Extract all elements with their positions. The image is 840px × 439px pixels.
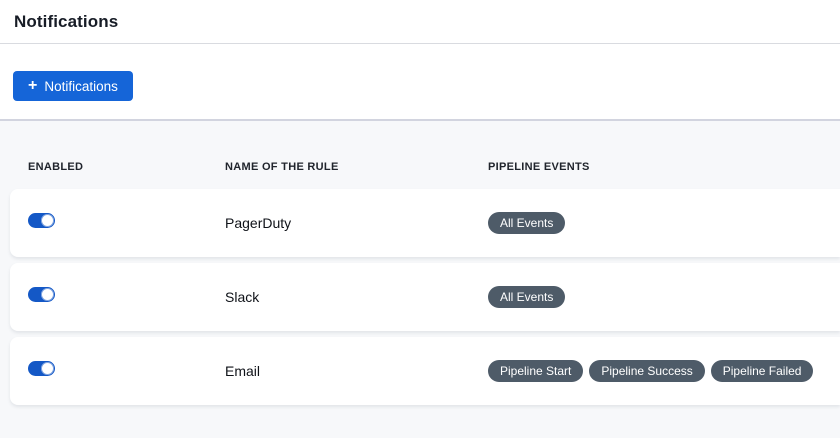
badge-list: All Events xyxy=(488,286,840,308)
add-notifications-button[interactable]: + Notifications xyxy=(13,71,133,101)
pipeline-event-badge: Pipeline Start xyxy=(488,360,584,382)
toolbar: + Notifications xyxy=(0,44,840,119)
badge-list: All Events xyxy=(488,212,840,234)
enabled-toggle[interactable] xyxy=(28,287,55,302)
table-row: Email Pipeline Start Pipeline Success Pipe… xyxy=(10,337,840,405)
pipeline-event-badge: All Events xyxy=(488,212,566,234)
enabled-cell xyxy=(28,361,225,381)
add-notifications-button-label: Notifications xyxy=(44,78,118,94)
pipeline-event-badge: Pipeline Failed xyxy=(710,360,814,382)
pipeline-event-badge: Pipeline Success xyxy=(589,360,705,382)
enabled-cell xyxy=(28,213,225,233)
rule-name: Email xyxy=(225,363,261,379)
toggle-knob-icon xyxy=(41,214,54,227)
page-header: Notifications xyxy=(0,0,840,44)
enabled-toggle[interactable] xyxy=(28,361,55,376)
toggle-knob-icon xyxy=(41,288,54,301)
column-header-pipeline-events: PIPELINE EVENTS xyxy=(488,161,590,173)
table-body: PagerDuty All Events Slack All Events Em… xyxy=(0,189,840,405)
column-header-name: NAME OF THE RULE xyxy=(225,161,339,173)
plus-icon: + xyxy=(28,76,38,94)
toggle-knob-icon xyxy=(41,362,54,375)
badge-list: Pipeline Start Pipeline Success Pipeline F… xyxy=(488,360,840,382)
page-title: Notifications xyxy=(14,12,119,31)
pipeline-event-badge: All Events xyxy=(488,286,566,308)
enabled-cell xyxy=(28,287,225,307)
table-row: Slack All Events xyxy=(10,263,840,331)
enabled-toggle[interactable] xyxy=(28,213,55,228)
table-header-row: ENABLED NAME OF THE RULE PIPELINE EVENTS xyxy=(0,121,840,189)
notifications-table: ENABLED NAME OF THE RULE PIPELINE EVENTS… xyxy=(0,119,840,438)
column-header-enabled: ENABLED xyxy=(28,161,84,173)
table-row: PagerDuty All Events xyxy=(10,189,840,257)
rule-name: PagerDuty xyxy=(225,215,292,231)
rule-name: Slack xyxy=(225,289,260,305)
